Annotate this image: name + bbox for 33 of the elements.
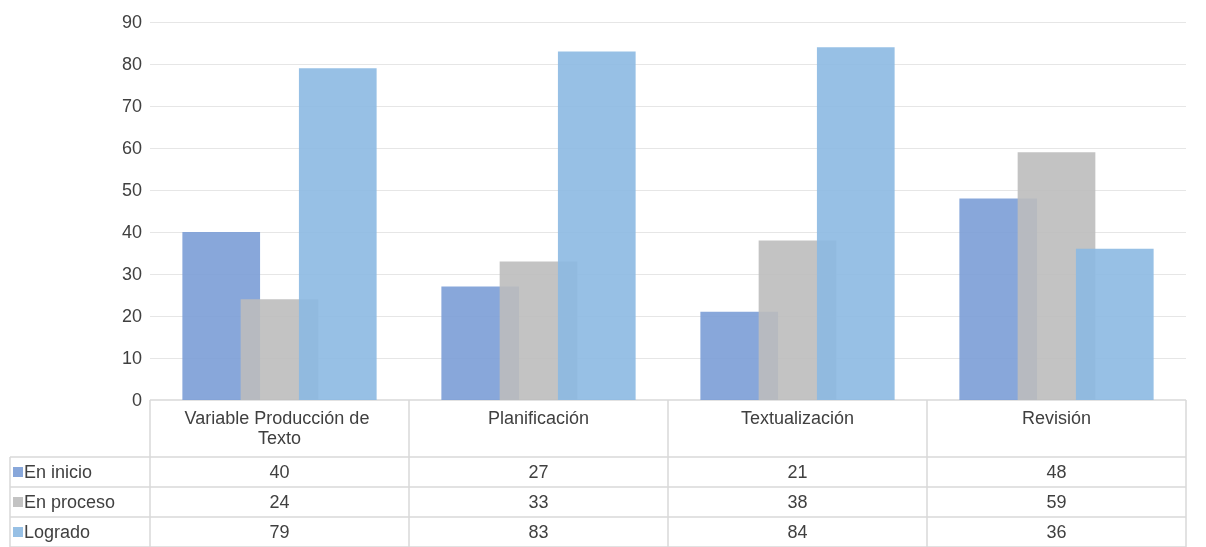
y-tick-label: 50 [121,180,142,200]
legend-label: En proceso [24,492,116,512]
legend-label: En inicio [24,462,93,482]
y-tick-label: 30 [121,264,142,284]
x-tick-label: Revisión [1021,408,1092,428]
data-label: 38 [787,492,808,512]
data-label: 21 [787,462,808,482]
data-label: 24 [269,492,290,512]
legend-label: Logrado [24,522,91,542]
y-tick-label: 10 [121,348,142,368]
data-label: 33 [528,492,549,512]
bar [1075,248,1154,400]
bar [298,68,377,400]
bar [557,51,636,400]
data-label: 27 [528,462,549,482]
y-tick-label: 90 [121,12,142,32]
data-label: 48 [1046,462,1067,482]
y-tick-label: 70 [121,96,142,116]
y-tick-label: 60 [121,138,142,158]
data-label: 59 [1046,492,1067,512]
data-label: 40 [269,462,290,482]
y-tick-label: 20 [121,306,142,326]
x-tick-label: Variable Producción de Texto [184,408,375,448]
data-label: 84 [787,522,808,542]
data-label: 83 [528,522,549,542]
y-tick-label: 40 [121,222,142,242]
bar [816,47,895,400]
data-label: 36 [1046,522,1067,542]
x-tick-label: Planificación [487,408,590,428]
x-tick-label: Textualización [740,408,855,428]
y-tick-label: 0 [131,390,142,410]
y-tick-label: 80 [121,54,142,74]
data-label: 79 [269,522,290,542]
